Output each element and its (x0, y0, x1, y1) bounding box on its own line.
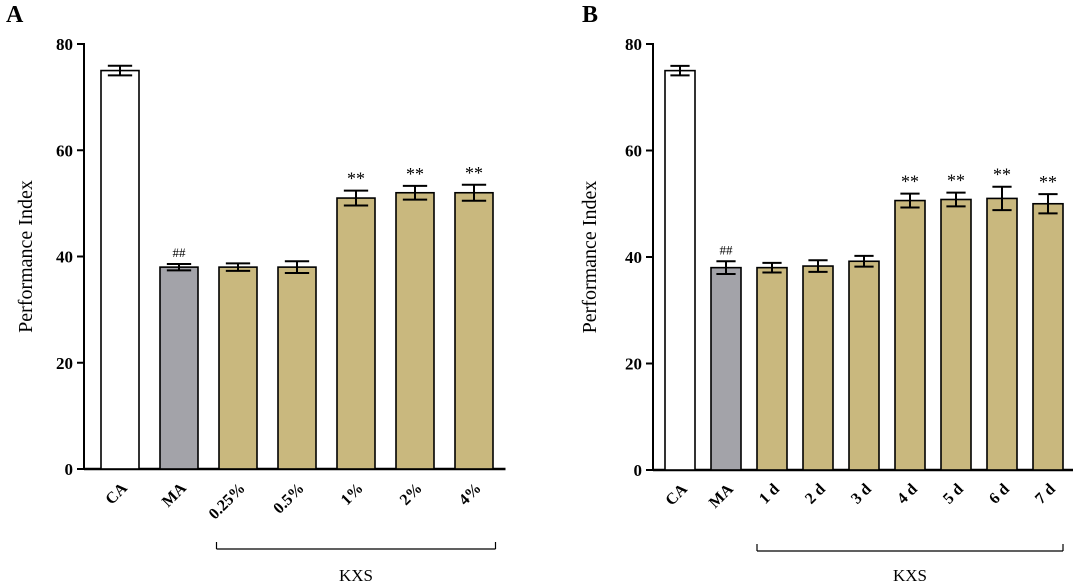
bar-5d (940, 198, 972, 471)
x-tick-label: 1% (338, 480, 367, 509)
x-tick-label: CA (662, 480, 691, 509)
x-tick-label: 6 d (986, 481, 1013, 508)
panel-label: A (6, 2, 24, 28)
bar-05 (277, 266, 317, 470)
x-tick-label: 4 d (894, 481, 921, 508)
bar-025 (218, 266, 258, 470)
y-tick-label: 60 (56, 141, 73, 160)
group-label: KXS (339, 566, 373, 585)
x-tick-label: 2 d (802, 481, 829, 508)
y-tick-label: 20 (56, 354, 73, 373)
bar-7d (1032, 202, 1064, 471)
y-tick-label: 40 (56, 248, 73, 267)
bar-ma (159, 266, 199, 470)
group-label: KXS (893, 566, 927, 585)
x-tick-label: 5 d (940, 481, 967, 508)
bar-ca (664, 69, 696, 471)
x-tick-label: MA (159, 479, 190, 510)
y-axis-label: Performance Index (15, 180, 37, 333)
y-tick-label: 0 (65, 460, 74, 479)
significance-hash: ## (173, 245, 187, 260)
bar-1 (336, 197, 376, 470)
y-tick-label: 20 (625, 355, 642, 374)
significance-stars: ** (406, 164, 424, 184)
error-bar (854, 254, 874, 268)
significance-stars: ** (1039, 172, 1057, 192)
y-tick-label: 40 (625, 248, 642, 267)
bar-2d (802, 265, 834, 471)
error-bar (808, 259, 828, 273)
y-tick-label: 80 (625, 35, 642, 54)
error-bar (992, 185, 1012, 212)
bar-1d (756, 266, 788, 471)
error-bar (107, 64, 133, 77)
chart-panel-b: B Performance Index 0 20 40 60 80 CA ## MA 1 d 2 d 3… (579, 2, 1073, 585)
error-bar (225, 262, 251, 272)
bar-2 (395, 191, 435, 470)
bar-3d (848, 260, 880, 471)
x-tick-label: CA (102, 479, 131, 508)
significance-stars: ** (993, 165, 1011, 185)
error-bar (762, 261, 782, 274)
error-bar (900, 192, 920, 209)
group-bracket (215, 542, 497, 550)
significance-stars: ** (947, 171, 965, 191)
significance-stars: ** (901, 172, 919, 192)
significance-hash: ## (720, 242, 734, 257)
error-bar (716, 260, 736, 276)
y-tick-label: 60 (625, 142, 642, 161)
error-bar (946, 191, 966, 208)
x-tick-label: 2% (397, 480, 426, 509)
error-bar (284, 260, 310, 274)
chart-panel-a: A Performance Index 0 20 40 60 80 CA ## MA 0.25% 0.… (6, 2, 506, 585)
error-bar (461, 183, 487, 202)
x-tick-label: 0.25% (206, 480, 249, 523)
x-tick-label: MA (706, 480, 737, 511)
bar-6d (986, 197, 1018, 471)
x-tick-label: 3 d (848, 481, 875, 508)
error-bar (1038, 193, 1058, 215)
error-bar (166, 262, 192, 272)
y-tick-label: 0 (634, 461, 643, 480)
bar-4 (454, 191, 494, 470)
x-tick-label: 1 d (756, 481, 783, 508)
error-bar (402, 184, 428, 201)
bar-ma (710, 266, 742, 471)
x-tick-label: 0.5% (270, 480, 307, 517)
error-bar (343, 189, 369, 207)
significance-stars: ** (347, 169, 365, 189)
group-bracket (756, 544, 1064, 552)
error-bar (670, 64, 690, 77)
panel-label: B (582, 2, 598, 28)
x-tick-label: 4% (456, 480, 485, 509)
significance-stars: ** (465, 163, 483, 183)
bar-ca (100, 69, 140, 470)
y-tick-label: 80 (56, 35, 73, 54)
bar-4d (894, 199, 926, 471)
y-axis-label: Performance Index (579, 181, 601, 334)
x-tick-label: 7 d (1032, 481, 1059, 508)
